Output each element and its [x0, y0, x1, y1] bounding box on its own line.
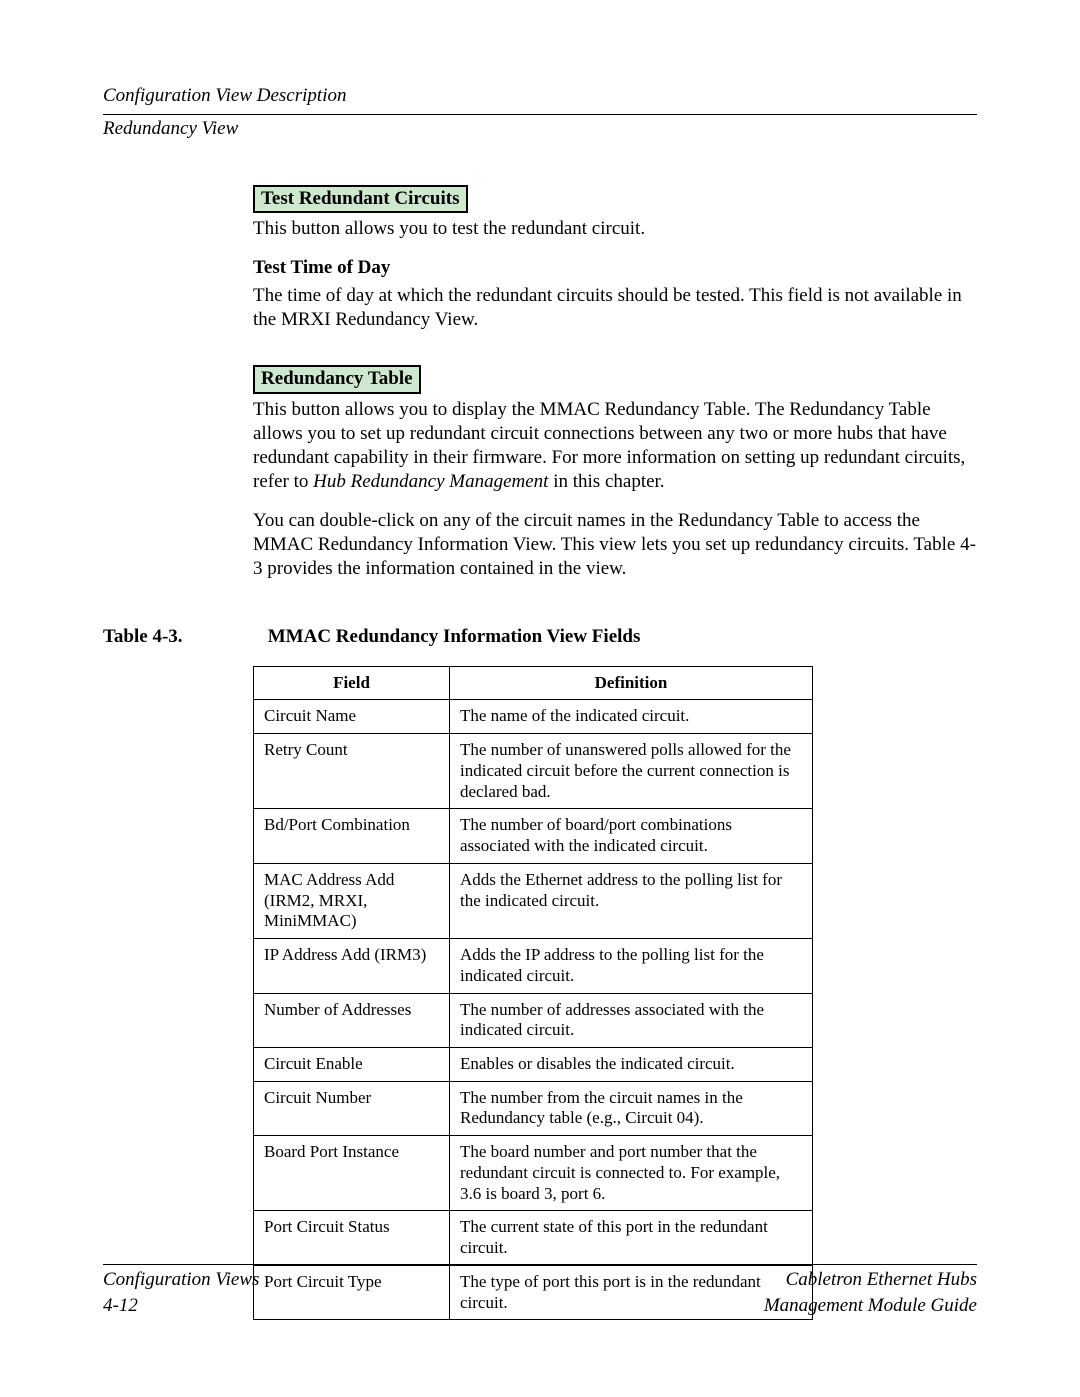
cell-field: Bd/Port Combination: [254, 809, 450, 863]
cell-definition: Adds the IP address to the polling list …: [450, 939, 813, 993]
footer-right-2: Management Module Guide: [764, 1295, 977, 1317]
running-header: Configuration View Description Redundanc…: [103, 84, 977, 141]
cell-definition: Adds the Ethernet address to the polling…: [450, 863, 813, 938]
cell-field: Circuit Enable: [254, 1048, 450, 1082]
cell-field: Board Port Instance: [254, 1136, 450, 1211]
header-subsection: Redundancy View: [103, 117, 977, 141]
col-field: Field: [254, 666, 450, 700]
cell-definition: The number of addresses associated with …: [450, 993, 813, 1047]
ttod-description: The time of day at which the redundant c…: [253, 284, 977, 333]
table-label: Table 4-3.: [103, 626, 263, 648]
cell-field: IP Address Add (IRM3): [254, 939, 450, 993]
redundancy-fields-table: Field Definition Circuit NameThe name of…: [253, 666, 813, 1321]
rt-desc-1c: in this chapter.: [548, 471, 664, 492]
button-test-redundant-circuits-wrapper: Test Redundant Circuits: [253, 185, 977, 214]
page-footer: Configuration Views Cabletron Ethernet H…: [103, 1264, 977, 1317]
table-row: IP Address Add (IRM3)Adds the IP address…: [254, 939, 813, 993]
table-row: Port Circuit StatusThe current state of …: [254, 1211, 813, 1265]
table-row: Retry CountThe number of unanswered poll…: [254, 734, 813, 809]
table-row: Board Port InstanceThe board number and …: [254, 1136, 813, 1211]
cell-definition: The current state of this port in the re…: [450, 1211, 813, 1265]
table-row: Circuit EnableEnables or disables the in…: [254, 1048, 813, 1082]
cell-field: Circuit Number: [254, 1081, 450, 1135]
table-row: Number of AddressesThe number of address…: [254, 993, 813, 1047]
header-rule: [103, 114, 977, 115]
redundancy-table-button[interactable]: Redundancy Table: [253, 365, 421, 394]
test-redundant-circuits-button[interactable]: Test Redundant Circuits: [253, 185, 468, 214]
cell-definition: The number of unanswered polls allowed f…: [450, 734, 813, 809]
cell-field: Port Circuit Status: [254, 1211, 450, 1265]
cell-field: Number of Addresses: [254, 993, 450, 1047]
table-row: Bd/Port CombinationThe number of board/p…: [254, 809, 813, 863]
cell-definition: The name of the indicated circuit.: [450, 700, 813, 734]
table-row: Circuit NameThe name of the indicated ci…: [254, 700, 813, 734]
footer-right-1: Cabletron Ethernet Hubs: [786, 1269, 977, 1291]
trc-description: This button allows you to test the redun…: [253, 217, 977, 241]
cell-field: Retry Count: [254, 734, 450, 809]
cell-field: MAC Address Add (IRM2, MRXI, MiniMMAC): [254, 863, 450, 938]
page: Configuration View Description Redundanc…: [0, 0, 1080, 1397]
table-caption: Table 4-3. MMAC Redundancy Information V…: [103, 626, 977, 648]
body-content: Test Redundant Circuits This button allo…: [253, 185, 977, 582]
rt-description-2: You can double-click on any of the circu…: [253, 509, 977, 582]
cell-definition: Enables or disables the indicated circui…: [450, 1048, 813, 1082]
footer-left-2: 4-12: [103, 1295, 138, 1317]
cell-definition: The number from the circuit names in the…: [450, 1081, 813, 1135]
table-header-row: Field Definition: [254, 666, 813, 700]
rt-desc-1b: Hub Redundancy Management: [313, 471, 548, 492]
button-redundancy-table-wrapper: Redundancy Table: [253, 365, 977, 394]
cell-field: Circuit Name: [254, 700, 450, 734]
col-definition: Definition: [450, 666, 813, 700]
header-section: Configuration View Description: [103, 84, 977, 108]
table-title: MMAC Redundancy Information View Fields: [268, 626, 641, 647]
cell-definition: The board number and port number that th…: [450, 1136, 813, 1211]
footer-left-1: Configuration Views: [103, 1269, 259, 1291]
table-row: Circuit NumberThe number from the circui…: [254, 1081, 813, 1135]
test-time-of-day-heading: Test Time of Day: [253, 256, 977, 280]
rt-description-1: This button allows you to display the MM…: [253, 398, 977, 495]
table-row: MAC Address Add (IRM2, MRXI, MiniMMAC)Ad…: [254, 863, 813, 938]
footer-rule: [103, 1264, 977, 1265]
cell-definition: The number of board/port combinations as…: [450, 809, 813, 863]
